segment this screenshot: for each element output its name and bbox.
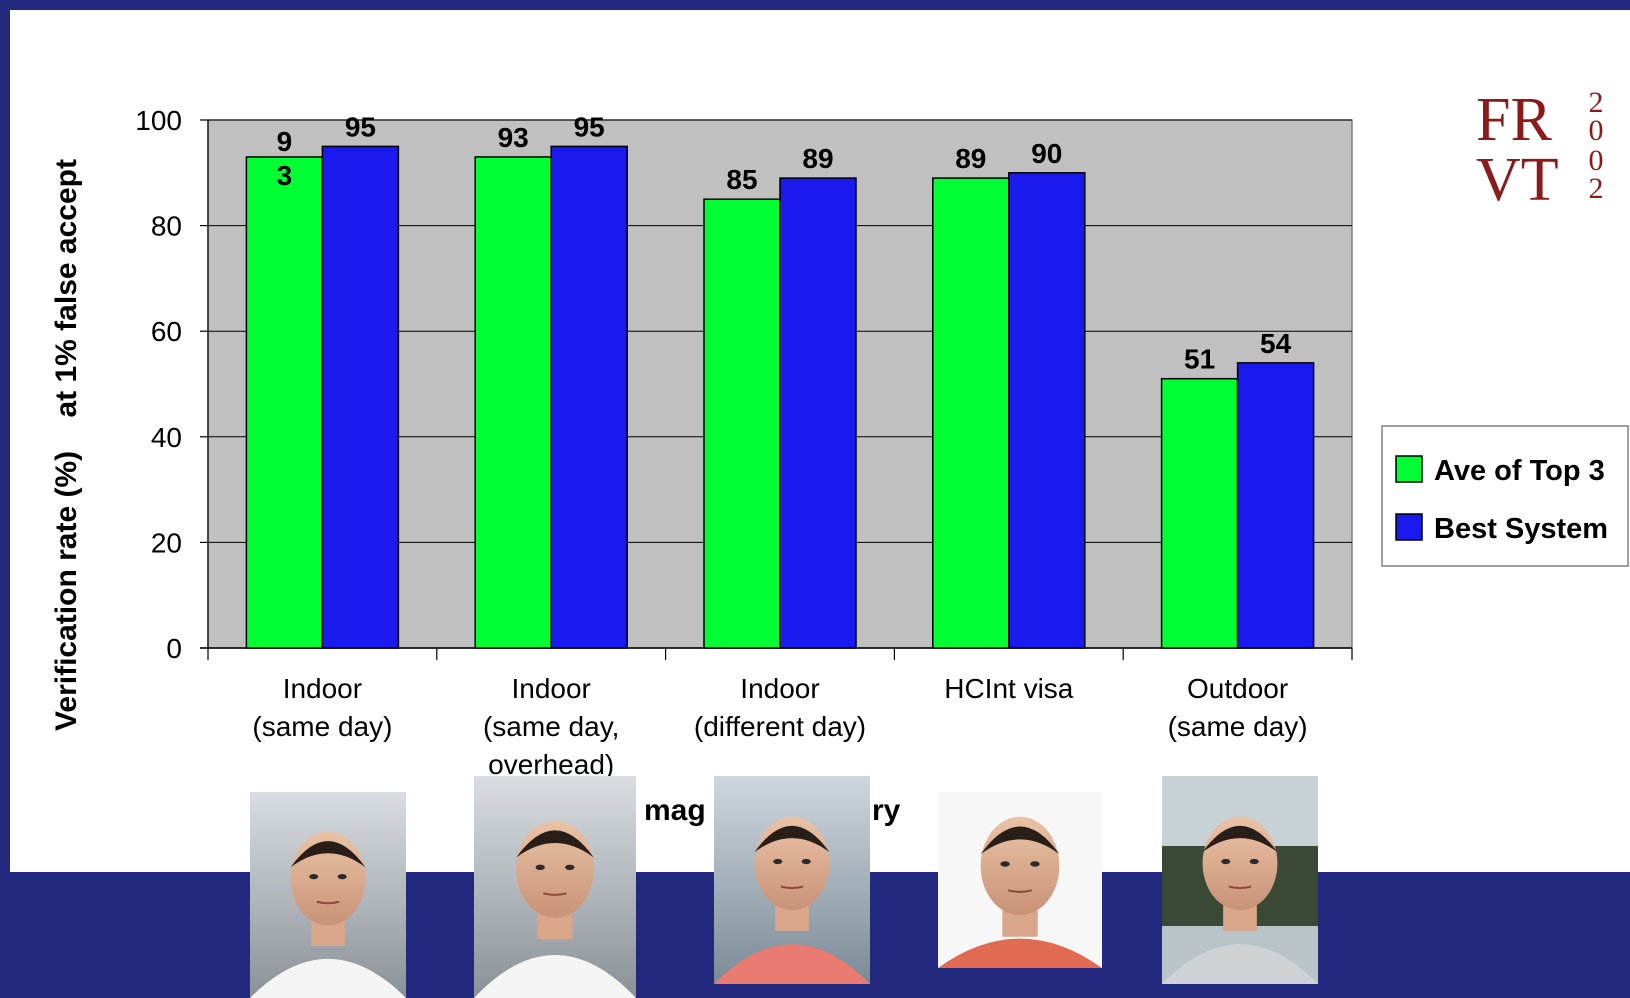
eye — [337, 874, 347, 880]
y-axis-label: Verification rate (%) at 1% false accept — [50, 159, 83, 731]
eye — [1249, 858, 1259, 865]
logo-digit: 0 — [1589, 114, 1604, 147]
hair — [290, 841, 366, 868]
face-photo-hcint-visa — [938, 792, 1102, 968]
face-photo-indoor-different-day — [714, 776, 870, 984]
data-label: 89 — [955, 143, 986, 174]
mouth — [543, 892, 567, 896]
bar-ave-top3 — [932, 177, 1010, 649]
bar-best-system — [1008, 172, 1086, 649]
logo-digit: 2 — [1589, 86, 1604, 119]
x-category-label: (different day) — [694, 711, 866, 742]
mouth — [316, 900, 340, 905]
legend-box — [1381, 425, 1629, 567]
mouth — [1007, 889, 1033, 893]
shirt — [474, 955, 636, 998]
data-label: 3 — [277, 160, 293, 191]
y-tick-label: 80 — [151, 211, 182, 242]
data-label: 95 — [345, 111, 376, 142]
mouth — [780, 885, 804, 890]
bar-best-system — [550, 145, 628, 649]
x-axis-label-fragment: ry — [872, 794, 901, 827]
y-tick-label: 20 — [151, 527, 182, 558]
legend-label: Best System — [1434, 513, 1608, 545]
eye — [309, 874, 319, 880]
x-category-label: Indoor — [283, 673, 362, 704]
shirt — [1162, 944, 1318, 984]
x-category-label: Outdoor — [1187, 673, 1288, 704]
face-photo-indoor-same-day — [250, 792, 406, 998]
x-category-label: overhead) — [488, 749, 614, 780]
y-tick-label: 100 — [135, 105, 182, 136]
x-category-label: Indoor — [511, 673, 590, 704]
eye — [801, 858, 811, 865]
logo-digit: 2 — [1589, 172, 1604, 205]
x-category-label: (same day) — [1168, 711, 1308, 742]
shirt — [938, 938, 1102, 968]
logo-text: VT — [1476, 146, 1559, 214]
bar-best-system — [1236, 362, 1315, 649]
hair — [754, 825, 830, 853]
eye — [1221, 858, 1231, 865]
hair — [516, 830, 594, 858]
y-tick-label: 0 — [166, 633, 182, 664]
hair — [1202, 825, 1278, 853]
legend: Ave of Top 3 Best System — [1381, 425, 1629, 567]
y-tick-label: 60 — [151, 316, 182, 347]
legend-swatch — [1395, 455, 1423, 483]
data-label: 85 — [726, 164, 757, 195]
face-photo-indoor-overhead — [474, 776, 636, 998]
bar-ave-top3 — [474, 156, 552, 649]
legend-label: Ave of Top 3 — [1434, 455, 1605, 487]
hair — [980, 826, 1060, 855]
logo-text: FR — [1476, 86, 1552, 154]
bar-best-system — [779, 177, 857, 649]
data-label: 93 — [498, 122, 529, 153]
mouth — [1228, 885, 1252, 890]
legend-swatch — [1395, 513, 1423, 541]
data-label: 54 — [1260, 328, 1292, 359]
shirt — [250, 958, 406, 998]
data-label: 90 — [1031, 138, 1062, 169]
bar-ave-top3 — [1160, 377, 1239, 649]
y-tick-label: 40 — [151, 422, 182, 453]
bar-ave-top3 — [245, 156, 324, 649]
eye — [1000, 861, 1010, 867]
data-label: 89 — [802, 143, 833, 174]
eye — [565, 864, 575, 871]
data-label: 95 — [574, 111, 605, 142]
eye — [773, 858, 783, 865]
bar-ave-top3 — [703, 198, 781, 649]
bar-best-system — [321, 145, 400, 649]
eye — [535, 864, 545, 871]
shirt — [714, 944, 870, 984]
data-label: 51 — [1184, 344, 1215, 375]
face-photo-outdoor — [1162, 776, 1318, 984]
x-category-label: Indoor — [740, 673, 819, 704]
logo-digit: 0 — [1589, 144, 1604, 177]
eye — [1030, 861, 1040, 867]
x-category-label: (same day) — [252, 711, 392, 742]
x-category-label: HCInt visa — [944, 673, 1074, 704]
x-category-label: (same day, — [483, 711, 619, 742]
data-label: 9 — [277, 126, 293, 157]
x-axis-label-fragment: mag — [644, 794, 706, 827]
